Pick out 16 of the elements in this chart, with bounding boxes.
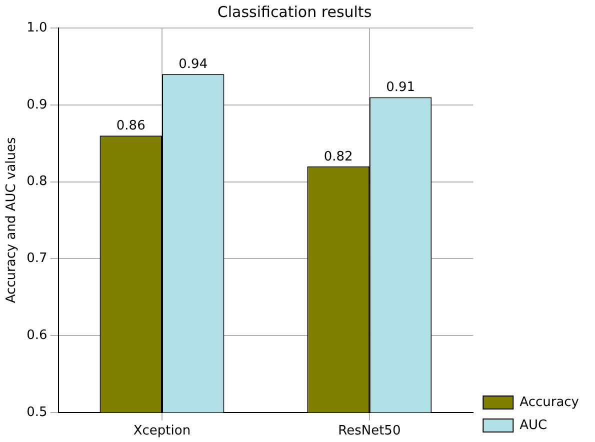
x-tick-label: ResNet50	[338, 424, 401, 439]
legend-label: Accuracy	[520, 394, 580, 410]
x-tick-label: Xception	[133, 424, 191, 439]
data-label: 0.94	[178, 57, 208, 72]
y-tick-label: 0.5	[26, 404, 48, 420]
data-label: 0.86	[116, 118, 146, 134]
y-tick-label: 0.8	[26, 174, 48, 190]
y-tick-label: 1.0	[26, 20, 48, 36]
y-tick-label: 0.6	[26, 328, 48, 343]
chart-title: Classification results	[217, 2, 372, 21]
y-tick-label: 0.7	[26, 251, 48, 266]
y-tick-label: 0.9	[26, 97, 48, 112]
data-label: 0.82	[324, 149, 353, 164]
y-axis-title: Accuracy and AUC values	[4, 136, 20, 304]
legend-label: AUC	[520, 418, 548, 433]
data-label: 0.91	[386, 80, 416, 96]
